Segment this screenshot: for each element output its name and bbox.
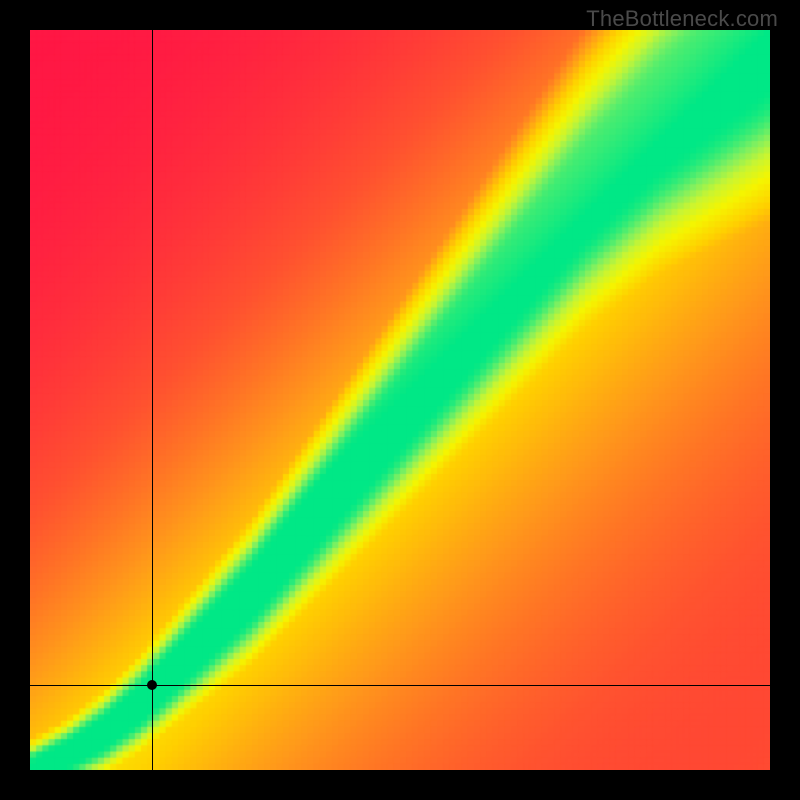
crosshair-marker [147, 680, 157, 690]
crosshair-vertical [152, 30, 153, 770]
crosshair-horizontal [30, 685, 770, 686]
watermark-text: TheBottleneck.com [586, 6, 778, 32]
heatmap-canvas [30, 30, 770, 770]
heatmap-plot [30, 30, 770, 770]
